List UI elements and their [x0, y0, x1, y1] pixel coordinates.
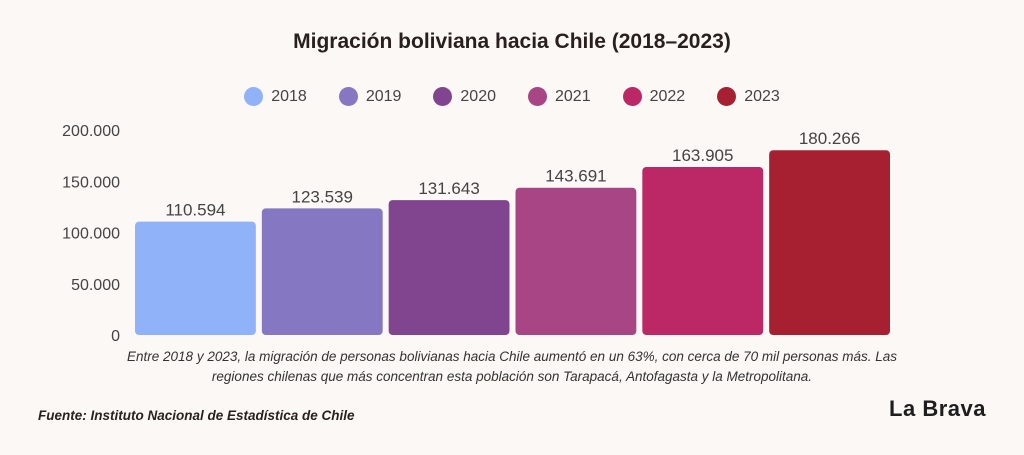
bar-value-label: 143.691	[545, 167, 606, 186]
y-tick-label: 50.000	[71, 277, 120, 294]
legend-label: 2018	[271, 87, 307, 105]
legend-swatch	[622, 87, 642, 106]
legend-item: 2022	[622, 87, 686, 106]
bar-value-label: 163.905	[672, 146, 733, 165]
y-tick-label: 0	[111, 328, 120, 345]
legend-swatch	[338, 87, 358, 106]
source-note: Fuente: Instituto Nacional de Estadístic…	[38, 408, 355, 423]
bar-chart: 0 50.000 100.000 150.000 200.000 110.594 123.5…	[62, 123, 890, 345]
legend-item: 2020	[433, 87, 496, 106]
y-tick-label: 100.000	[62, 226, 120, 243]
legend-swatch	[717, 87, 737, 106]
bar-value-label: 110.594	[165, 201, 225, 220]
legend-label: 2020	[460, 87, 496, 105]
bar-2022	[642, 166, 764, 335]
legend-label: 2022	[649, 87, 686, 105]
y-tick-label: 150.000	[62, 174, 120, 191]
bar-value-label: 123.539	[292, 187, 353, 206]
bar-value-label: 131.643	[418, 179, 479, 198]
legend-label: 2021	[555, 87, 591, 105]
legend-item: 2021	[528, 87, 591, 106]
bar-2019	[261, 208, 383, 335]
legend-label: 2019	[365, 87, 402, 105]
chart-caption: Entre 2018 y 2023, la migración de perso…	[127, 349, 897, 384]
legend-swatch	[528, 87, 547, 106]
chart-title: Migración boliviana hacia Chile (2018–20…	[293, 30, 731, 53]
y-tick-label: 200.000	[62, 123, 120, 140]
legend-swatch	[433, 87, 453, 106]
legend-swatch	[244, 87, 264, 106]
bar-value-label: 180.266	[799, 129, 860, 148]
bar-2018	[135, 221, 256, 335]
legend-item: 2018	[244, 87, 307, 106]
chart-legend: 2018 2019 2020 2021 2022 2023	[0, 87, 1024, 106]
legend-item: 2019	[338, 87, 402, 106]
brand-logo: La Brava	[889, 396, 986, 421]
bar-2023	[769, 150, 890, 335]
legend-label: 2023	[744, 87, 780, 105]
bar-2021	[515, 187, 637, 335]
legend-item: 2023	[717, 87, 780, 106]
bar-2020	[388, 200, 510, 335]
